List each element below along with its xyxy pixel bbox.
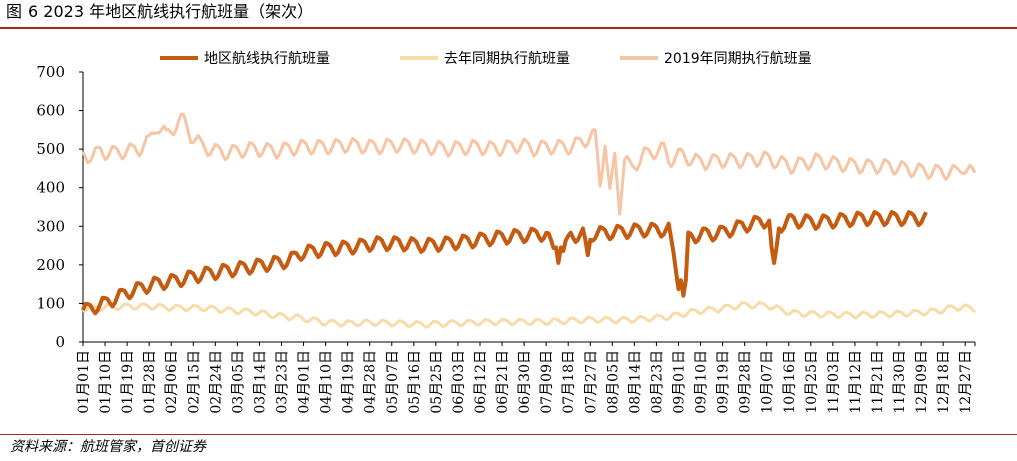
x-tick-label: 03月14日 xyxy=(252,350,268,414)
x-tick-label: 06月12日 xyxy=(473,350,489,414)
x-tick-label: 09月19日 xyxy=(716,350,732,414)
source-rule xyxy=(0,434,1017,435)
x-tick-label: 06月03日 xyxy=(451,350,467,414)
y-tick-label: 0 xyxy=(55,333,65,351)
x-tick-label: 08月23日 xyxy=(649,350,665,414)
legend-label: 去年同期执行航班量 xyxy=(444,51,570,67)
figure-number: 6 xyxy=(28,2,39,21)
x-tick-label: 11月30日 xyxy=(892,350,908,414)
y-tick-label: 300 xyxy=(36,217,65,235)
x-tick-label: 10月25日 xyxy=(804,350,820,414)
y-tick-label: 500 xyxy=(36,140,65,158)
y-tick-label: 200 xyxy=(36,256,65,274)
x-tick-label: 07月27日 xyxy=(583,350,599,414)
x-tick-label: 11月03日 xyxy=(826,350,842,414)
y-tick-label: 700 xyxy=(36,63,65,81)
x-tick-label: 06月21日 xyxy=(495,350,511,414)
x-tick-label: 12月27日 xyxy=(958,350,974,414)
x-tick-label: 12月09日 xyxy=(914,350,930,414)
title-rule xyxy=(0,27,1017,29)
series-line-2 xyxy=(81,210,928,316)
legend-label: 地区航线执行航班量 xyxy=(204,51,330,67)
x-tick-label: 03月23日 xyxy=(274,350,290,414)
x-tick-label: 04月10日 xyxy=(319,350,335,414)
source-note: 资料来源：航班管家，首创证券 xyxy=(10,439,206,455)
x-tick-label: 09月28日 xyxy=(738,350,754,414)
x-tick-label: 01月01日 xyxy=(76,350,92,414)
x-tick-label: 07月18日 xyxy=(561,350,577,414)
x-tick-label: 12月18日 xyxy=(936,350,952,414)
x-tick-label: 02月15日 xyxy=(186,350,202,414)
x-tick-label: 03月05日 xyxy=(230,350,246,414)
series-line-1 xyxy=(82,301,976,329)
x-tick-label: 01月28日 xyxy=(142,350,158,414)
figure-label: 图 xyxy=(6,2,23,21)
x-tick-label: 09月01日 xyxy=(671,350,687,414)
x-tick-label: 02月24日 xyxy=(208,350,224,414)
x-tick-label: 04月19日 xyxy=(341,350,357,414)
series-line-0 xyxy=(81,112,977,216)
x-tick-label: 02月06日 xyxy=(164,350,180,414)
x-tick-label: 05月25日 xyxy=(429,350,445,414)
x-tick-label: 04月28日 xyxy=(363,350,379,414)
x-tick-label: 11月21日 xyxy=(870,350,886,414)
x-tick-label: 01月10日 xyxy=(98,350,114,414)
x-tick-label: 04月01日 xyxy=(297,350,313,414)
x-tick-label: 05月16日 xyxy=(407,350,423,414)
x-tick-label: 01月19日 xyxy=(120,350,136,414)
x-tick-label: 07月09日 xyxy=(539,350,555,414)
x-tick-label: 10月16日 xyxy=(782,350,798,414)
x-tick-label: 11月12日 xyxy=(848,350,864,414)
x-tick-label: 08月05日 xyxy=(605,350,621,414)
figure-title-text: 2023 年地区航线执行航班量（架次） xyxy=(43,2,314,21)
y-tick-label: 400 xyxy=(36,179,65,197)
x-tick-label: 09月10日 xyxy=(694,350,710,414)
line-chart: 0 100 200 300 400 500 600 700 01月01日 01月10日 01月19日… xyxy=(36,51,977,414)
x-tick-label: 06月30日 xyxy=(517,350,533,414)
legend-label: 2019年同期执行航班量 xyxy=(664,51,812,67)
x-tick-label: 10月07日 xyxy=(760,350,776,414)
y-tick-label: 600 xyxy=(36,102,65,120)
x-tick-label: 05月07日 xyxy=(385,350,401,414)
x-tick-label: 08月14日 xyxy=(627,350,643,414)
y-tick-label: 100 xyxy=(36,294,65,312)
